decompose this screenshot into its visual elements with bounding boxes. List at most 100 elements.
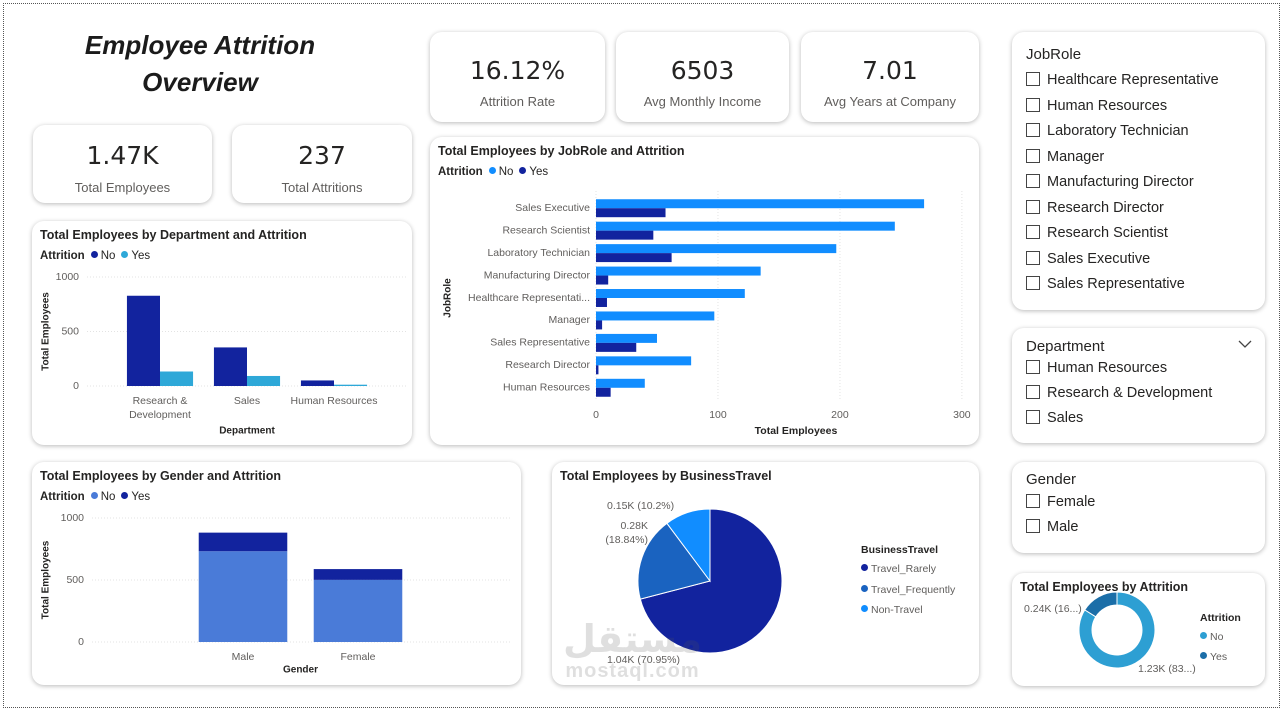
checkbox[interactable] bbox=[1026, 385, 1040, 399]
kpi-label: Avg Years at Company bbox=[823, 94, 956, 109]
bar bbox=[596, 208, 666, 218]
data-label: 1.23K (83...) bbox=[1138, 663, 1196, 675]
y-tick-label: Human Resources bbox=[503, 382, 590, 394]
checkbox[interactable] bbox=[1026, 174, 1040, 188]
bar bbox=[596, 266, 761, 276]
checkbox[interactable] bbox=[1026, 360, 1040, 374]
x-tick-label: 300 bbox=[953, 409, 971, 421]
slicer-item[interactable]: Sales Executive bbox=[1026, 250, 1150, 267]
legend-marker bbox=[861, 564, 868, 571]
legend-marker bbox=[519, 167, 527, 174]
x-tick-label: Human Resources bbox=[290, 395, 378, 407]
checkbox[interactable] bbox=[1026, 494, 1040, 508]
slicer: JobRole Healthcare Representative Human Re… bbox=[1012, 32, 1265, 310]
checkbox[interactable] bbox=[1026, 72, 1040, 86]
slicer-item[interactable]: Laboratory Technician bbox=[1026, 123, 1189, 139]
checkbox[interactable] bbox=[1026, 148, 1040, 163]
pie-slice bbox=[639, 508, 783, 654]
y-tick-label: Sales Executive bbox=[515, 202, 590, 214]
slicer-item[interactable]: Research & Development bbox=[1026, 385, 1212, 401]
bar bbox=[596, 244, 837, 254]
slicer-item-label: Manufacturing Director bbox=[1047, 174, 1194, 190]
kpi-card: 7.01 Avg Years at Company bbox=[801, 32, 979, 122]
slicer-item[interactable]: Healthcare Representative bbox=[1026, 72, 1219, 88]
slicer-item[interactable]: Research Scientist bbox=[1026, 225, 1168, 241]
kpi-card: 237 Total Attritions bbox=[232, 125, 412, 203]
bar bbox=[596, 230, 654, 240]
slicer-item[interactable]: Manager bbox=[1026, 148, 1105, 165]
legend-title: Attrition bbox=[438, 166, 483, 178]
legend-label: Travel_Rarely bbox=[871, 563, 936, 575]
slicer-item[interactable]: Male bbox=[1026, 519, 1078, 535]
slicer-item[interactable]: Research Director bbox=[1026, 199, 1164, 216]
legend-label: Non-Travel bbox=[871, 604, 923, 616]
slicer-item[interactable]: Human Resources bbox=[1026, 97, 1168, 114]
slicer-item[interactable]: Sales bbox=[1026, 410, 1083, 426]
slicer-title: JobRole bbox=[1026, 46, 1082, 63]
legend-label: Yes bbox=[1210, 651, 1228, 663]
y-tick-label: 1000 bbox=[61, 512, 85, 524]
bar bbox=[596, 378, 645, 388]
legend-title: Attrition bbox=[40, 250, 85, 262]
chart-card: Total Employees by Attrition 1.23K (83...… bbox=[1012, 573, 1265, 686]
slicer-item[interactable]: Female bbox=[1026, 494, 1095, 510]
legend-title: Attrition bbox=[1200, 612, 1241, 624]
y-axis-label: Total Employees bbox=[41, 540, 52, 619]
legend-marker bbox=[861, 605, 868, 612]
checkbox[interactable] bbox=[1026, 225, 1040, 239]
bar bbox=[300, 380, 334, 386]
checkbox[interactable] bbox=[1026, 97, 1040, 112]
x-tick-label: Research & Development bbox=[129, 395, 191, 421]
y-tick-label: Research Director bbox=[505, 359, 590, 371]
chart-title: Total Employees by JobRole and Attrition bbox=[438, 144, 685, 158]
pie-slice bbox=[666, 508, 711, 583]
y-tick-label: 500 bbox=[61, 325, 79, 337]
slicer-item-label: Sales Representative bbox=[1047, 276, 1185, 292]
legend-item: Travel_Frequently bbox=[859, 583, 955, 597]
x-axis-label: Department bbox=[219, 426, 275, 437]
checkbox[interactable] bbox=[1026, 519, 1040, 533]
slicer-item-label: Research Scientist bbox=[1047, 225, 1168, 241]
bar bbox=[334, 384, 368, 386]
bar bbox=[126, 295, 160, 386]
bar-segment bbox=[198, 551, 288, 642]
legend-marker bbox=[121, 251, 129, 258]
checkbox[interactable] bbox=[1026, 410, 1040, 424]
chart-title: Total Employees by Gender and Attrition bbox=[40, 469, 282, 483]
kpi-card: 16.12% Attrition Rate bbox=[430, 32, 605, 122]
y-tick-label: 0 bbox=[78, 636, 84, 648]
bar bbox=[596, 275, 609, 285]
legend-label: Yes bbox=[529, 166, 549, 178]
legend-marker bbox=[1200, 652, 1207, 659]
checkbox[interactable] bbox=[1026, 123, 1040, 137]
checkbox[interactable] bbox=[1026, 276, 1040, 290]
slicer-item[interactable]: Sales Representative bbox=[1026, 276, 1185, 292]
chart-card: 0 500 1000 Total Employees Gender Total Emplo… bbox=[32, 462, 521, 685]
slicer-item-label: Manager bbox=[1047, 148, 1105, 165]
data-label: 1.04K (70.95%) bbox=[607, 654, 680, 666]
checkbox[interactable] bbox=[1026, 250, 1040, 265]
chart-title: Total Employees by Department and Attrit… bbox=[40, 228, 307, 242]
kpi-label: Avg Monthly Income bbox=[643, 94, 762, 109]
bar bbox=[596, 199, 925, 209]
dropdown-chevron[interactable] bbox=[1012, 328, 1265, 368]
kpi-label: Attrition Rate bbox=[479, 94, 556, 109]
slicer-item[interactable]: Human Resources bbox=[1026, 360, 1167, 376]
legend-label: No bbox=[100, 250, 116, 262]
legend-label: Yes bbox=[131, 491, 151, 503]
slicer-title: Gender bbox=[1026, 471, 1077, 488]
slicer-item[interactable]: Manufacturing Director bbox=[1026, 174, 1194, 190]
data-label: 0.28K (18.84%) bbox=[605, 520, 648, 546]
y-tick-label: Research Scientist bbox=[502, 224, 590, 236]
slicer-item-label: Human Resources bbox=[1047, 97, 1168, 114]
legend-item: Non-Travel bbox=[859, 603, 923, 617]
legend-label: Yes bbox=[131, 250, 151, 262]
legend-label: No bbox=[1210, 631, 1224, 643]
checkbox[interactable] bbox=[1026, 199, 1040, 214]
legend-label: No bbox=[498, 166, 514, 178]
x-axis-label: Total Employees bbox=[755, 425, 838, 437]
bar bbox=[596, 342, 637, 352]
legend-item: Travel_Rarely bbox=[859, 562, 936, 576]
legend-title: BusinessTravel bbox=[861, 544, 939, 556]
